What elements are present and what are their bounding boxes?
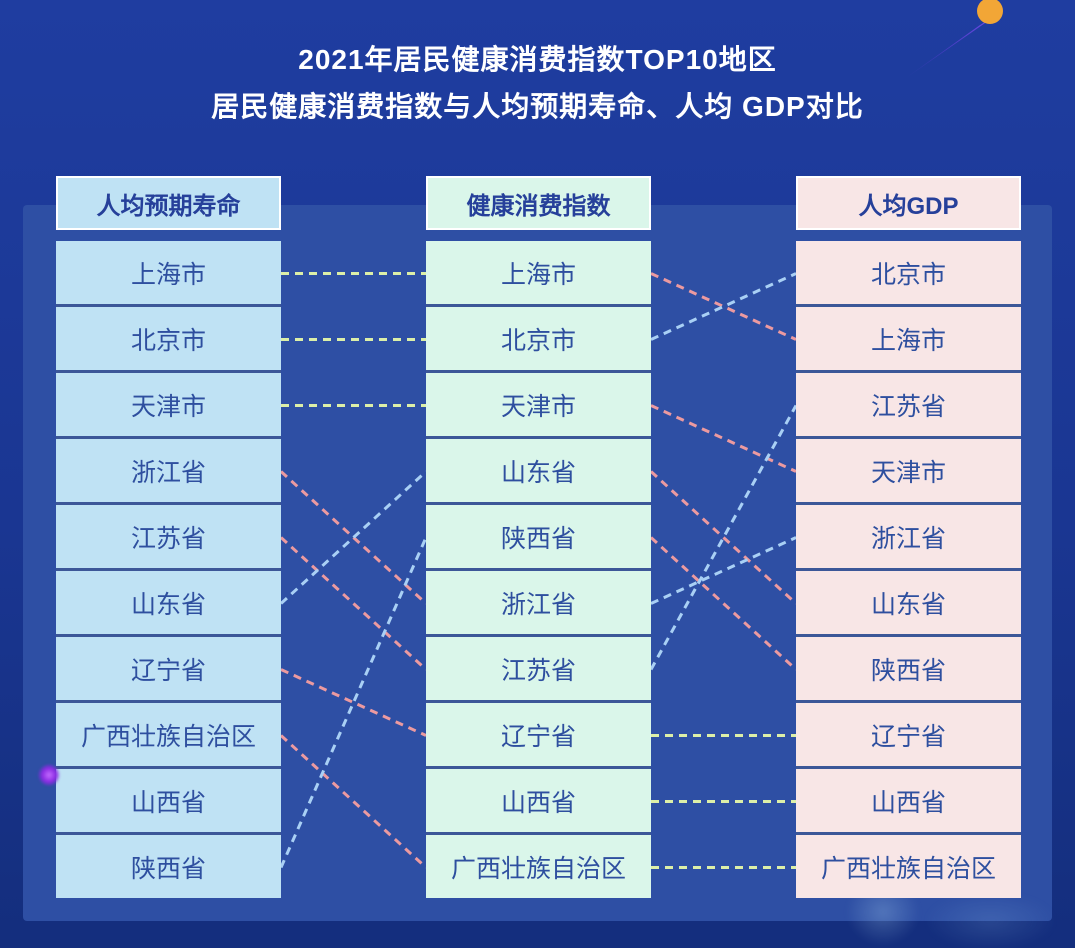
column-header-gdp: 人均GDP — [796, 176, 1021, 230]
region-cell: 山东省 — [56, 571, 281, 634]
region-cell: 山西省 — [796, 769, 1021, 832]
column-cells-health-index: 上海市 北京市 天津市 山东省 陕西省 浙江省 江苏省 辽宁省 山西省 广西壮族自治区 — [426, 241, 651, 898]
region-cell: 辽宁省 — [426, 703, 651, 766]
column-cells-gdp: 北京市 上海市 江苏省 天津市 浙江省 山东省 陕西省 辽宁省 山西省 广西壮族自治区 — [796, 241, 1021, 898]
region-cell: 山西省 — [426, 769, 651, 832]
region-cell: 广西壮族自治区 — [426, 835, 651, 898]
region-cell: 浙江省 — [796, 505, 1021, 568]
region-cell: 广西壮族自治区 — [56, 703, 281, 766]
column-cells-life-expectancy: 上海市 北京市 天津市 浙江省 江苏省 山东省 辽宁省 广西壮族自治区 山西省 陕西省 — [56, 241, 281, 898]
region-cell: 山西省 — [56, 769, 281, 832]
region-cell: 北京市 — [56, 307, 281, 370]
region-cell: 上海市 — [796, 307, 1021, 370]
region-cell: 江苏省 — [426, 637, 651, 700]
region-cell: 北京市 — [796, 241, 1021, 304]
region-cell: 陕西省 — [796, 637, 1021, 700]
column-health-index: 健康消费指数 上海市 北京市 天津市 山东省 陕西省 浙江省 江苏省 辽宁省 山西省 广西壮族自治… — [426, 176, 651, 898]
column-gdp: 人均GDP 北京市 上海市 江苏省 天津市 浙江省 山东省 陕西省 辽宁省 山西省 广西壮族自治区 — [796, 176, 1021, 898]
region-cell: 天津市 — [796, 439, 1021, 502]
region-cell: 山东省 — [796, 571, 1021, 634]
region-cell: 浙江省 — [426, 571, 651, 634]
title-line-1: 2021年居民健康消费指数TOP10地区 — [298, 44, 777, 75]
page-title: 2021年居民健康消费指数TOP10地区 居民健康消费指数与人均预期寿命、人均 … — [0, 36, 1075, 130]
region-cell: 上海市 — [426, 241, 651, 304]
region-cell: 广西壮族自治区 — [796, 835, 1021, 898]
region-cell: 北京市 — [426, 307, 651, 370]
column-life-expectancy: 人均预期寿命 上海市 北京市 天津市 浙江省 江苏省 山东省 辽宁省 广西壮族自治区 山西省 陕西… — [56, 176, 281, 898]
region-cell: 山东省 — [426, 439, 651, 502]
region-cell: 浙江省 — [56, 439, 281, 502]
column-header-health-index: 健康消费指数 — [426, 176, 651, 230]
region-cell: 天津市 — [426, 373, 651, 436]
title-line-2: 居民健康消费指数与人均预期寿命、人均 GDP对比 — [211, 91, 864, 122]
region-cell: 陕西省 — [426, 505, 651, 568]
region-cell: 江苏省 — [56, 505, 281, 568]
region-cell: 江苏省 — [796, 373, 1021, 436]
region-cell: 辽宁省 — [56, 637, 281, 700]
region-cell: 上海市 — [56, 241, 281, 304]
glow-dot-decoration — [38, 764, 60, 786]
region-cell: 天津市 — [56, 373, 281, 436]
region-cell: 辽宁省 — [796, 703, 1021, 766]
region-cell: 陕西省 — [56, 835, 281, 898]
comet-head — [977, 0, 1003, 24]
column-header-life-expectancy: 人均预期寿命 — [56, 176, 281, 230]
watermark-blob — [928, 894, 1053, 948]
